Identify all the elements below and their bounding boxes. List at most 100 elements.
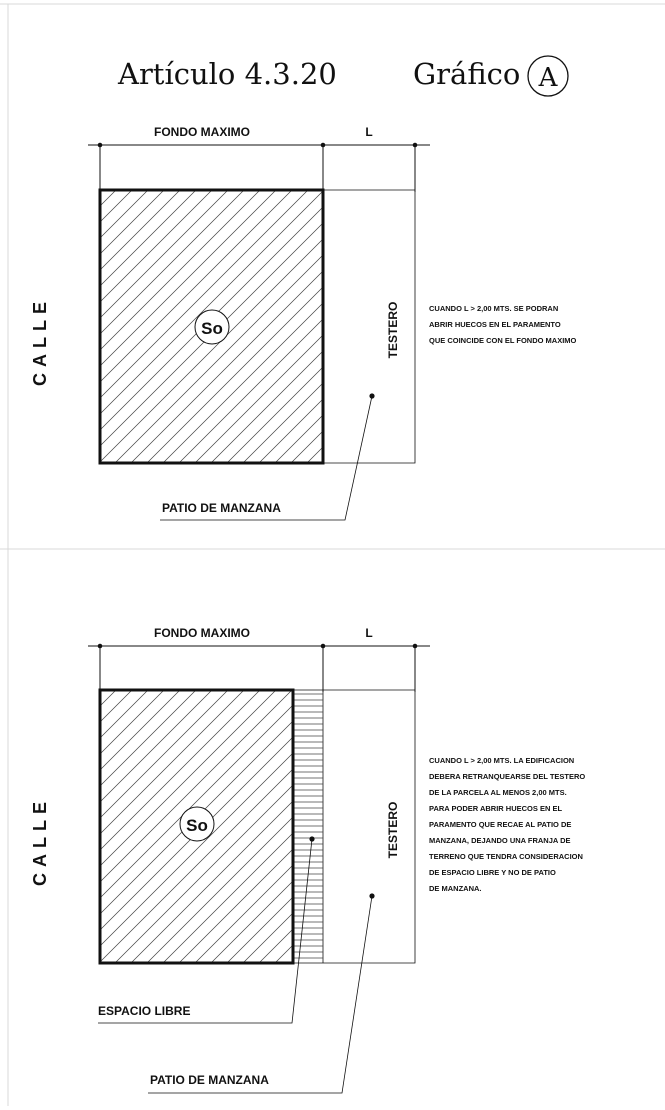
hatch-line [100, 690, 149, 739]
street-label-a: CALLE [30, 296, 50, 386]
hatch-line [100, 690, 261, 851]
note-line: QUE COINCIDE CON EL FONDO MAXIMO [429, 336, 577, 345]
hatch-line [100, 690, 197, 787]
building-footprint-b [98, 688, 295, 965]
hatch-line [100, 690, 181, 771]
hatch-line [100, 690, 165, 755]
hatch-line [130, 270, 323, 463]
hatch-line [547, 190, 665, 463]
hatch-line [100, 704, 293, 899]
hatch-line [274, 414, 323, 463]
hatch-line [194, 864, 293, 963]
patio-leader-b [148, 895, 373, 1094]
dimension-line-a [88, 144, 430, 192]
so-label-a: So [201, 319, 223, 338]
hatch-line [100, 690, 213, 803]
hatch-line [100, 190, 213, 303]
hatch-line [100, 190, 165, 255]
espacio-libre-strip [293, 693, 323, 959]
panel-a: FONDO MAXIMO L So CALLE TESTERO PATIO DE… [30, 125, 665, 521]
hatch-line [178, 318, 323, 463]
hatch-line [130, 800, 293, 963]
note-line: PARA PODER ABRIR HUECOS EN EL [429, 804, 562, 813]
note-line: DE LA PARCELA AL MENOS 2,00 MTS. [429, 788, 567, 797]
hatch-line [100, 752, 293, 947]
l-label-a: L [365, 125, 372, 139]
hatch-line [563, 690, 665, 963]
patio-label-a: PATIO DE MANZANA [162, 501, 281, 515]
patio-outline-a [323, 189, 416, 464]
hatch-line [100, 190, 149, 239]
hatch-line [100, 190, 277, 367]
note-line: PARAMENTO QUE RECAE AL PATIO DE [429, 820, 571, 829]
note-line: DE MANZANA. [429, 884, 482, 893]
note-line: DE ESPACIO LIBRE Y NO DE PATIO [429, 868, 556, 877]
hatch-line [210, 350, 323, 463]
note-line: CUANDO L > 2,00 MTS. SE PODRAN [429, 304, 558, 313]
article-title: Artículo 4.3.20 [117, 57, 337, 91]
hatch-line [100, 238, 323, 463]
hatch-line [258, 398, 323, 463]
patio-outline-b [293, 689, 416, 964]
hatch-line [242, 912, 293, 963]
testero-label-a: TESTERO [386, 302, 400, 359]
note-line: ABRIR HUECOS EN EL PARAMENTO [429, 320, 561, 329]
panel-b: FONDO MAXIMO L So CALLE TESTERO ESPACIO … [30, 626, 665, 1094]
hatch-line [595, 190, 665, 463]
testero-label-b: TESTERO [386, 802, 400, 859]
hatch-line [100, 190, 293, 383]
graph-letter-circle [527, 55, 569, 97]
hatch-line [100, 190, 323, 415]
hatch-line [114, 254, 323, 463]
patio-label-b: PATIO DE MANZANA [150, 1073, 269, 1087]
note-line: DEBERA RETRANQUEARSE DEL TESTERO [429, 772, 585, 781]
espacio-leader [98, 838, 313, 1024]
so-circle-a [194, 309, 230, 345]
hatch-line [114, 784, 293, 963]
note-a: CUANDO L > 2,00 MTS. SE PODRAN ABRIR HUE… [429, 304, 577, 345]
l-label-b: L [365, 626, 372, 640]
hatch-line [100, 190, 181, 271]
hatch-line [162, 302, 323, 463]
hatch-fill-b [100, 690, 665, 963]
hatch-line [100, 190, 133, 223]
note-line: MANZANA, DEJANDO UNA FRANJA DE [429, 836, 571, 845]
hatch-line [162, 832, 293, 963]
hatch-line [563, 190, 665, 463]
hatch-line [178, 848, 293, 963]
hatch-line [100, 190, 261, 351]
hatch-line [100, 690, 133, 723]
building-footprint-a [98, 188, 325, 465]
hatch-line [100, 190, 245, 335]
note-b: CUANDO L > 2,00 MTS. LA EDIFICACION DEBE… [429, 756, 585, 893]
hatch-line [100, 690, 293, 883]
note-line: TERRENO QUE TENDRA CONSIDERACION [429, 852, 583, 861]
dimension-ticks-b [97, 643, 418, 649]
hatch-line [146, 286, 323, 463]
graph-letter: A [538, 63, 559, 93]
hatch-line [100, 690, 277, 867]
hatch-line [226, 366, 323, 463]
patio-leader-a [160, 395, 373, 521]
fondo-maximo-label-a: FONDO MAXIMO [154, 125, 250, 139]
hatch-line [194, 334, 323, 463]
note-line: CUANDO L > 2,00 MTS. LA EDIFICACION [429, 756, 574, 765]
hatch-line [210, 880, 293, 963]
so-circle-b [179, 806, 215, 842]
hatch-fill-a [100, 190, 665, 463]
fondo-maximo-label-b: FONDO MAXIMO [154, 626, 250, 640]
hatch-line [100, 190, 309, 399]
hatch-line [226, 896, 293, 963]
street-label-b: CALLE [30, 796, 50, 886]
page-frame [0, 3, 665, 1106]
dimension-ticks-a [97, 142, 418, 148]
hatch-line [100, 190, 101, 191]
graph-label: Gráfico [413, 57, 520, 91]
hatch-line [100, 190, 197, 287]
dimension-line-b [88, 645, 430, 692]
hatch-line [100, 690, 245, 835]
hatch-line [100, 768, 293, 963]
so-label-b: So [186, 816, 208, 835]
hatch-line [146, 816, 293, 963]
